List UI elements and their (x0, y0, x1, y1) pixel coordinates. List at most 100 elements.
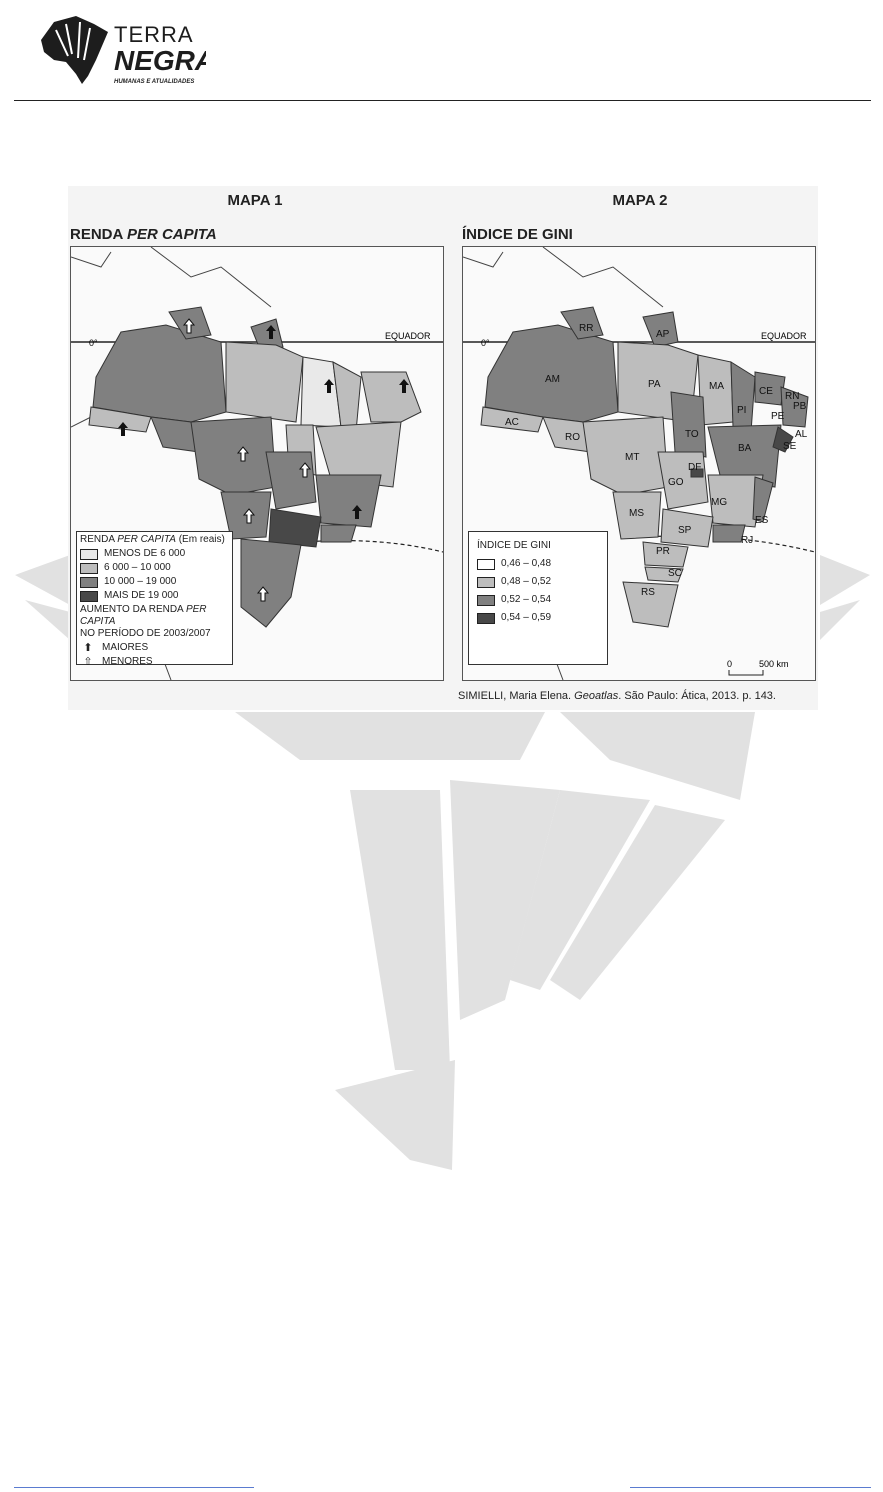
state-label: CE (759, 386, 773, 397)
scale-bar-line (728, 670, 764, 676)
map2-legend-heading: ÍNDICE DE GINI (477, 540, 551, 551)
map1-subtitle: RENDA PER CAPITA (70, 226, 217, 243)
map1-region-south (240, 538, 302, 628)
outline-up-arrow-icon (298, 462, 312, 478)
state-label: RN (785, 391, 799, 402)
map2-legend: ÍNDICE DE GINI 0,46 – 0,48 0,48 – 0,52 0… (468, 531, 608, 665)
state-label: AM (545, 374, 560, 385)
map1-legend-heading-main: RENDA (80, 534, 118, 545)
footer-line-right (630, 1487, 871, 1488)
map2-region-ap (642, 311, 679, 348)
legend-label: 0,48 – 0,52 (501, 576, 552, 587)
citation-rest: . São Paulo: Ática, 2013. p. 143. (618, 690, 776, 702)
legend-label: 0,54 – 0,59 (501, 612, 552, 623)
map2-region-pi (730, 361, 756, 433)
logo-tagline: HUMANAS E ATUALIDADES (114, 79, 194, 85)
map2-region-mt (582, 416, 669, 496)
map1-legend-heading: RENDA PER CAPITA (Em reais) (80, 534, 229, 546)
map2-subtitle: ÍNDICE DE GINI (462, 226, 573, 243)
map1-legend-item: 10 000 – 19 000 (80, 576, 229, 588)
legend-label: MENORES (102, 656, 153, 667)
legend-label: MAIS DE 19 000 (104, 590, 179, 601)
map1-region-sp (268, 508, 322, 548)
map2-region-es (752, 476, 774, 523)
legend-label: MENOS DE 6 000 (104, 548, 186, 559)
state-label: MS (629, 508, 644, 519)
state-label: BA (738, 443, 752, 454)
map2-region-se (772, 426, 794, 453)
map2-legend-item: 0,54 – 0,59 (477, 612, 599, 624)
state-label: DF (688, 462, 701, 473)
filled-up-arrow-icon (352, 505, 362, 519)
map2-region-ne-east (780, 386, 809, 428)
map2-region-ba (707, 424, 782, 488)
map1-region-mt (190, 416, 277, 496)
increase-heading-italic: PER CAPITA (80, 604, 207, 627)
map2-region-rr (560, 306, 604, 340)
map2-title: MAPA 2 (612, 192, 668, 209)
map1-region-am (92, 324, 227, 423)
map1-equator-label: EQUADOR (385, 331, 431, 341)
map2-equator-label: EQUADOR (761, 331, 807, 341)
outline-up-arrow-icon (256, 586, 270, 602)
map2-region-df (690, 468, 704, 478)
map2-graphic: 0° EQUADOR (463, 247, 815, 680)
map1-region-pa (225, 341, 304, 423)
state-label: AL (795, 429, 808, 440)
map1-legend: RENDA PER CAPITA (Em reais) MENOS DE 6 0… (76, 531, 233, 668)
map2-zero-label: 0° (481, 338, 490, 348)
map1-regions (88, 306, 422, 628)
map1-legend-item: MAIS DE 19 000 (80, 590, 229, 602)
legend-label: 0,46 – 0,48 (501, 558, 552, 569)
map2-region-rs (622, 581, 679, 628)
map1-region-ne (360, 371, 422, 423)
map2-region-pr (642, 541, 689, 568)
map1-arrows (118, 325, 409, 519)
legend-label: 10 000 – 19 000 (104, 576, 177, 587)
citation-author: SIMIELLI, Maria Elena. (458, 690, 575, 702)
increase-heading-main: AUMENTO DA RENDA (80, 604, 186, 615)
filled-up-arrow-icon (399, 379, 409, 393)
scale-zero-label: 0 (727, 659, 732, 669)
map1-region-go (265, 451, 317, 510)
filled-up-arrow-icon: ⬆ (83, 642, 93, 654)
legend-swatch (80, 548, 98, 560)
map1-legend-heading-suffix: (Em reais) (175, 534, 225, 545)
state-label: MT (625, 452, 639, 463)
map1-subtitle-italic: PER CAPITA (126, 226, 217, 243)
map2-region-rj (712, 524, 746, 543)
map2-region-sc (644, 566, 684, 583)
map1-legend-item: 6 000 – 10 000 (80, 562, 229, 574)
legend-swatch (80, 562, 98, 574)
map1-legend-period: NO PERÍODO DE 2003/2007 (80, 628, 211, 639)
legend-swatch (477, 558, 495, 570)
map2-region-go (657, 451, 709, 510)
map2-region-mg (707, 474, 764, 528)
state-label: MA (709, 381, 724, 392)
filled-up-arrow-icon (118, 422, 128, 436)
map2-legend-item: 0,52 – 0,54 (477, 594, 599, 606)
legend-swatch (477, 612, 495, 624)
logo-line2: NEGRA (114, 45, 206, 76)
state-label: RS (641, 587, 655, 598)
map1-title: MAPA 1 (227, 192, 283, 209)
map1-zero-label: 0° (89, 338, 98, 348)
state-label: SP (678, 525, 692, 536)
map1-subtitle-main: RENDA (70, 226, 127, 243)
state-label: PA (648, 379, 661, 390)
map1-legend-item: MENOS DE 6 000 (80, 548, 229, 560)
outline-up-arrow-icon (236, 446, 250, 462)
source-citation: SIMIELLI, Maria Elena. Geoatlas. São Pau… (458, 690, 776, 702)
map2-region-ms (612, 491, 662, 540)
state-label: RO (565, 432, 580, 443)
outline-up-arrow-icon (182, 318, 196, 334)
map1-legend-item: ⬆ MAIORES (80, 642, 229, 654)
outline-up-arrow-icon (242, 508, 256, 524)
state-label: ES (755, 515, 769, 526)
state-label: AC (505, 417, 519, 428)
map1-region-ba (315, 421, 402, 488)
filled-up-arrow-icon (266, 325, 276, 339)
state-label: RJ (741, 535, 753, 546)
filled-up-arrow-icon (324, 379, 334, 393)
state-label: SC (668, 568, 682, 579)
